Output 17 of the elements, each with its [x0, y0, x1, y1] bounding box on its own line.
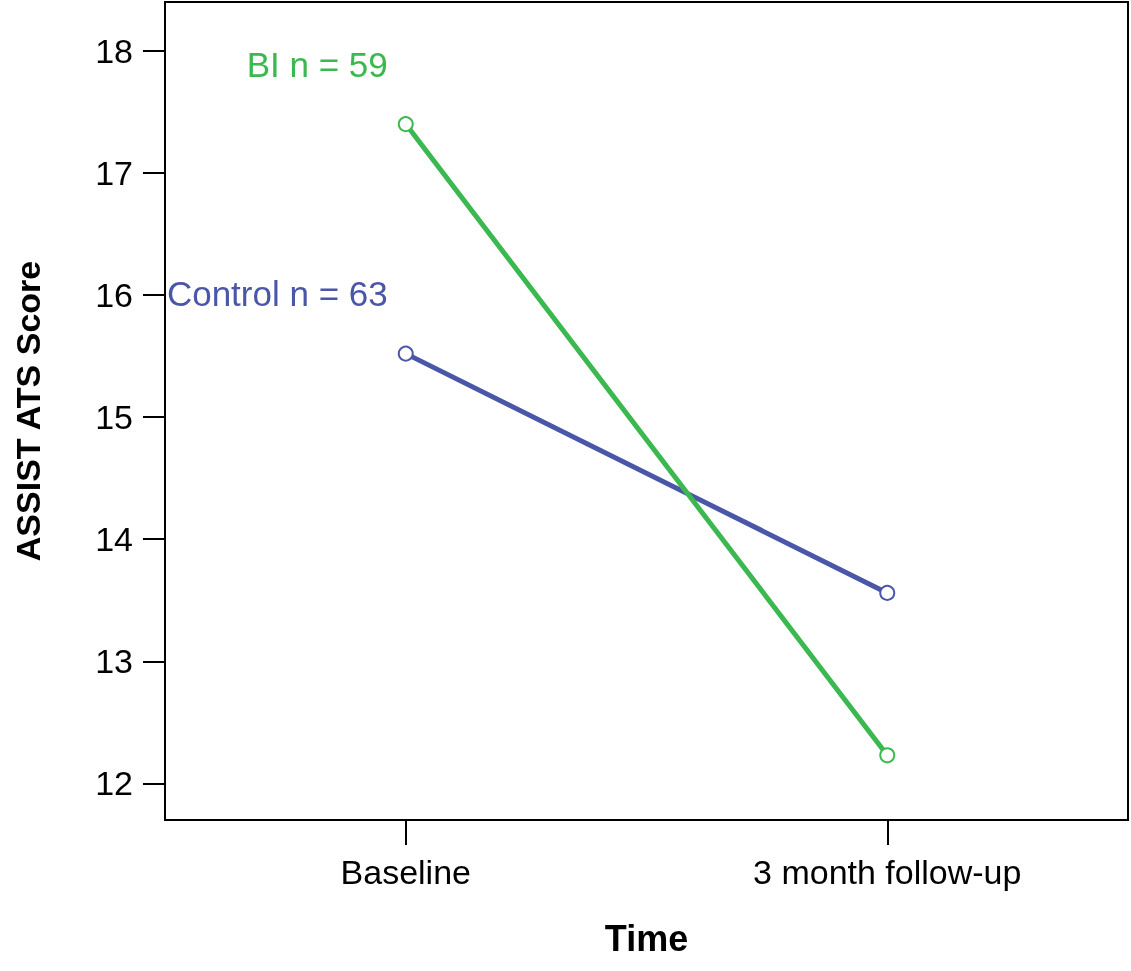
y-tick-label: 12 — [95, 764, 133, 803]
y-tick-label: 13 — [95, 642, 133, 681]
series-label: Control n = 63 — [166, 274, 388, 314]
y-tick-label: 15 — [95, 398, 133, 437]
series-label: BI n = 59 — [246, 44, 388, 84]
x-tick-label: 3 month follow-up — [753, 853, 1022, 891]
y-tick-label: 18 — [95, 31, 133, 70]
point — [397, 345, 414, 362]
point — [879, 584, 896, 601]
y-axis-title: ASSIST ATS Score — [9, 260, 47, 562]
x-tick-label: Baseline — [340, 853, 471, 891]
y-tick-label: 16 — [95, 276, 133, 315]
point — [397, 116, 414, 133]
y-tick-label: 14 — [95, 520, 133, 559]
point — [879, 747, 896, 764]
x-axis-title: Time — [604, 917, 689, 959]
y-tick-label: 17 — [95, 153, 133, 192]
